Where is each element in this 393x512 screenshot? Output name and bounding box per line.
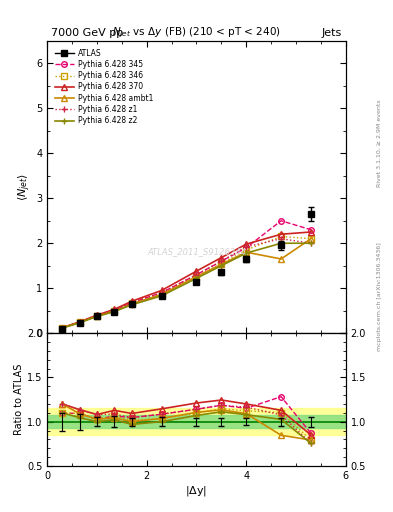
- Y-axis label: $\langle N_{jet} \rangle$: $\langle N_{jet} \rangle$: [17, 173, 33, 201]
- Legend: ATLAS, Pythia 6.428 345, Pythia 6.428 346, Pythia 6.428 370, Pythia 6.428 ambt1,: ATLAS, Pythia 6.428 345, Pythia 6.428 34…: [51, 45, 157, 129]
- Title: $N_{jet}$ vs $\Delta y$ (FB) (210 < pT < 240): $N_{jet}$ vs $\Delta y$ (FB) (210 < pT <…: [112, 26, 281, 40]
- Text: 7000 GeV pp: 7000 GeV pp: [51, 28, 123, 38]
- Y-axis label: Ratio to ATLAS: Ratio to ATLAS: [14, 364, 24, 435]
- Bar: [47, 415, 346, 428]
- Text: ATLAS_2011_S9126244: ATLAS_2011_S9126244: [147, 247, 246, 256]
- Bar: [47, 409, 346, 435]
- X-axis label: |$\Delta$y|: |$\Delta$y|: [185, 483, 208, 498]
- Text: mcplots.cern.ch [arXiv:1306.3436]: mcplots.cern.ch [arXiv:1306.3436]: [377, 243, 382, 351]
- Text: Jets: Jets: [321, 28, 342, 38]
- Text: Rivet 3.1.10, ≥ 2.9M events: Rivet 3.1.10, ≥ 2.9M events: [377, 99, 382, 187]
